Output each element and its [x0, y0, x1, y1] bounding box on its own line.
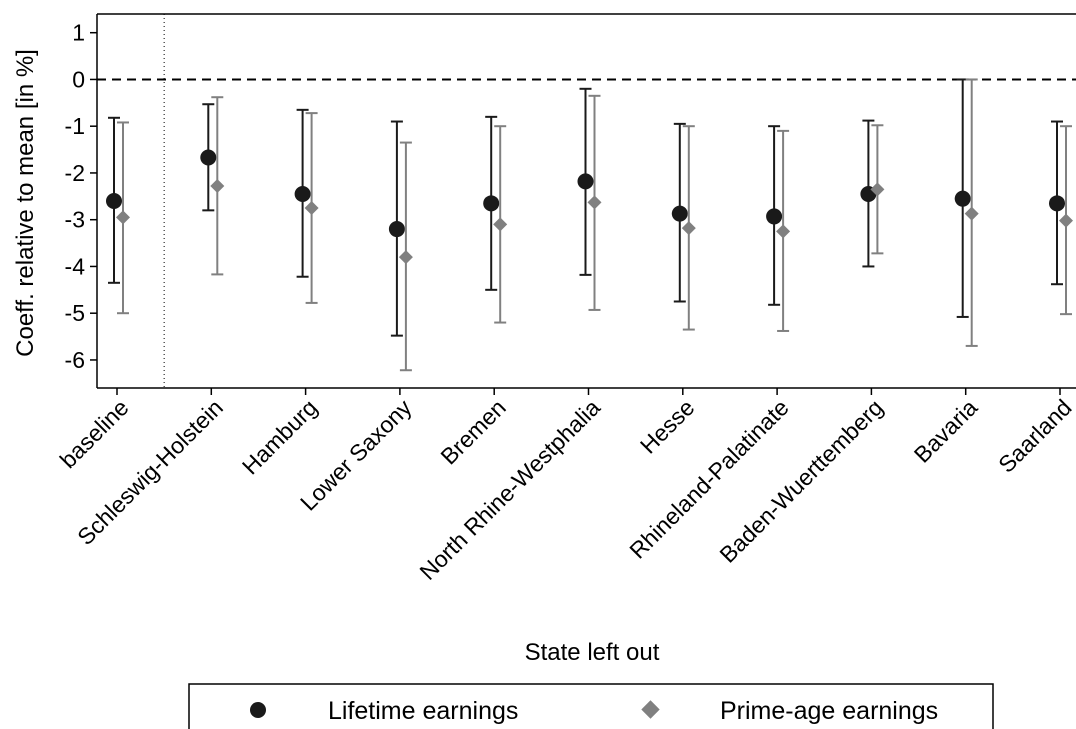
data-point [210, 179, 225, 194]
y-axis: 1 0 -1 -2 -3 -4 -5 -6 [65, 14, 98, 388]
data-point [671, 205, 688, 222]
x-tick-label: Baden-Wuerttemberg [714, 394, 888, 568]
data-point [116, 210, 130, 225]
y-tick-label: -3 [65, 207, 85, 233]
data-point [294, 185, 311, 202]
x-tick-label: baseline [55, 394, 134, 473]
x-axis-title: State left out [525, 639, 660, 666]
data-point [106, 193, 122, 209]
y-tick-label: -4 [65, 253, 86, 279]
data-point [577, 173, 594, 190]
data-point [304, 201, 319, 216]
series-lifetime-earnings [106, 78, 1065, 337]
x-tick-label: Hesse [635, 394, 699, 458]
x-tick-label: Saarland [993, 394, 1076, 477]
data-point [483, 195, 500, 212]
data-point [1049, 195, 1065, 212]
x-tick-label: Hamburg [237, 394, 322, 479]
plot-area [97, 13, 1076, 388]
x-tick-label: Rhineland-Palatinate [624, 394, 793, 563]
legend: Lifetime earnings Prime-age earnings [188, 683, 994, 729]
data-point [681, 221, 696, 236]
legend-label-lifetime: Lifetime earnings [328, 697, 518, 725]
x-tick-label: Bavaria [909, 394, 983, 468]
y-tick-label: -6 [65, 347, 85, 373]
y-axis-title: Coeff. relative to mean [in %] [12, 49, 39, 357]
data-point [587, 195, 602, 210]
y-tick-label: 1 [72, 20, 85, 46]
data-point [493, 217, 508, 232]
legend-marker-prime-age [641, 700, 660, 719]
data-point [954, 190, 971, 207]
y-tick-label: -1 [65, 113, 85, 139]
data-point [398, 250, 413, 265]
y-tick-label: 0 [72, 66, 85, 92]
y-tick-label: -5 [65, 300, 85, 326]
data-point [1059, 213, 1073, 228]
data-point [766, 208, 783, 225]
data-point [870, 182, 885, 197]
data-point [200, 149, 217, 166]
data-point [964, 206, 979, 221]
legend-label-prime-age: Prime-age earnings [720, 697, 938, 725]
legend-box [188, 683, 994, 729]
data-point [388, 221, 405, 238]
y-tick-label: -2 [65, 160, 85, 186]
x-tick-label: Bremen [435, 394, 510, 469]
x-tick-label: North Rhine-Westphalia [414, 394, 605, 585]
series-prime-age-earnings [116, 78, 1073, 372]
data-point [776, 224, 791, 239]
legend-marker-lifetime [250, 702, 266, 718]
